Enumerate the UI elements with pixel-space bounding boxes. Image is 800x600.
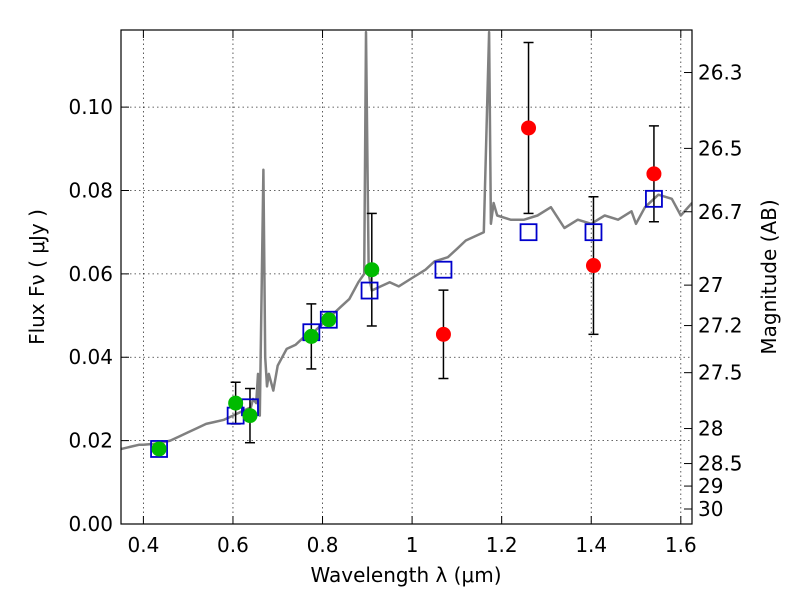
red-data-point <box>585 258 601 274</box>
y2-tick-label: 27.2 <box>698 314 743 338</box>
red-data-point <box>521 120 537 136</box>
model-photometry-square <box>434 260 453 279</box>
model-spectrum-line <box>121 30 692 451</box>
x-tick-label: 0.4 <box>127 533 159 557</box>
y-tick-label: 0.04 <box>68 345 113 369</box>
y-tick-label: 0.06 <box>68 262 113 286</box>
y2-tick-label: 28.5 <box>698 452 743 476</box>
model-photometry-square <box>150 440 168 458</box>
y2-tick-label: 30 <box>698 497 723 521</box>
plot-frame <box>120 29 693 525</box>
x-tick-label: 1.4 <box>575 533 607 557</box>
red-data-point <box>646 166 662 182</box>
y-tick-label: 0.08 <box>68 178 113 202</box>
y-tick-label: 0.00 <box>68 512 113 536</box>
red-data-point <box>435 326 451 342</box>
green-data-point <box>151 441 167 457</box>
x-tick-label: 0.6 <box>217 533 249 557</box>
tick-layer: 0.4 0.6 0.8 1 1.2 1.4 1.6 0.00 0.02 0.04 0.06 0.08 0… <box>68 30 743 557</box>
y-tick-label: 0.02 <box>68 429 113 453</box>
model-photometry-square <box>519 223 538 242</box>
y2-tick-label: 27.5 <box>698 361 743 385</box>
y2-tick-label: 27 <box>698 273 723 297</box>
y2-tick-label: 26.5 <box>698 136 743 160</box>
green-data-point <box>303 328 319 344</box>
x-tick-label: 1 <box>406 533 419 557</box>
y-axis-label: Flux Fν ( μJy ) <box>25 209 49 345</box>
y2-axis-label: Magnitude (AB) <box>757 199 781 354</box>
x-tick-label: 0.8 <box>307 533 339 557</box>
y2-tick-label: 26.3 <box>698 61 743 85</box>
model-photometry-square <box>645 189 663 208</box>
y2-tick-label: 29 <box>698 474 723 498</box>
model-photometry-square <box>584 223 603 242</box>
green-data-point <box>321 312 337 328</box>
errorbar-layer <box>230 41 659 444</box>
green-data-point <box>364 262 380 278</box>
x-tick-label: 1.2 <box>486 533 518 557</box>
green-data-point <box>242 408 258 424</box>
model-photometry-square <box>360 281 379 300</box>
x-tick-label: 1.6 <box>665 533 697 557</box>
data-points-layer <box>151 120 662 457</box>
y2-tick-label: 26.7 <box>698 200 743 224</box>
model-photometry-layer <box>150 189 663 458</box>
model-spectrum-layer <box>121 30 692 451</box>
x-axis-label: Wavelength λ (μm) <box>310 563 501 587</box>
y2-tick-label: 28 <box>698 417 723 441</box>
y-tick-label: 0.10 <box>68 95 113 119</box>
model-photometry-square <box>319 310 338 329</box>
green-data-point <box>228 395 244 411</box>
